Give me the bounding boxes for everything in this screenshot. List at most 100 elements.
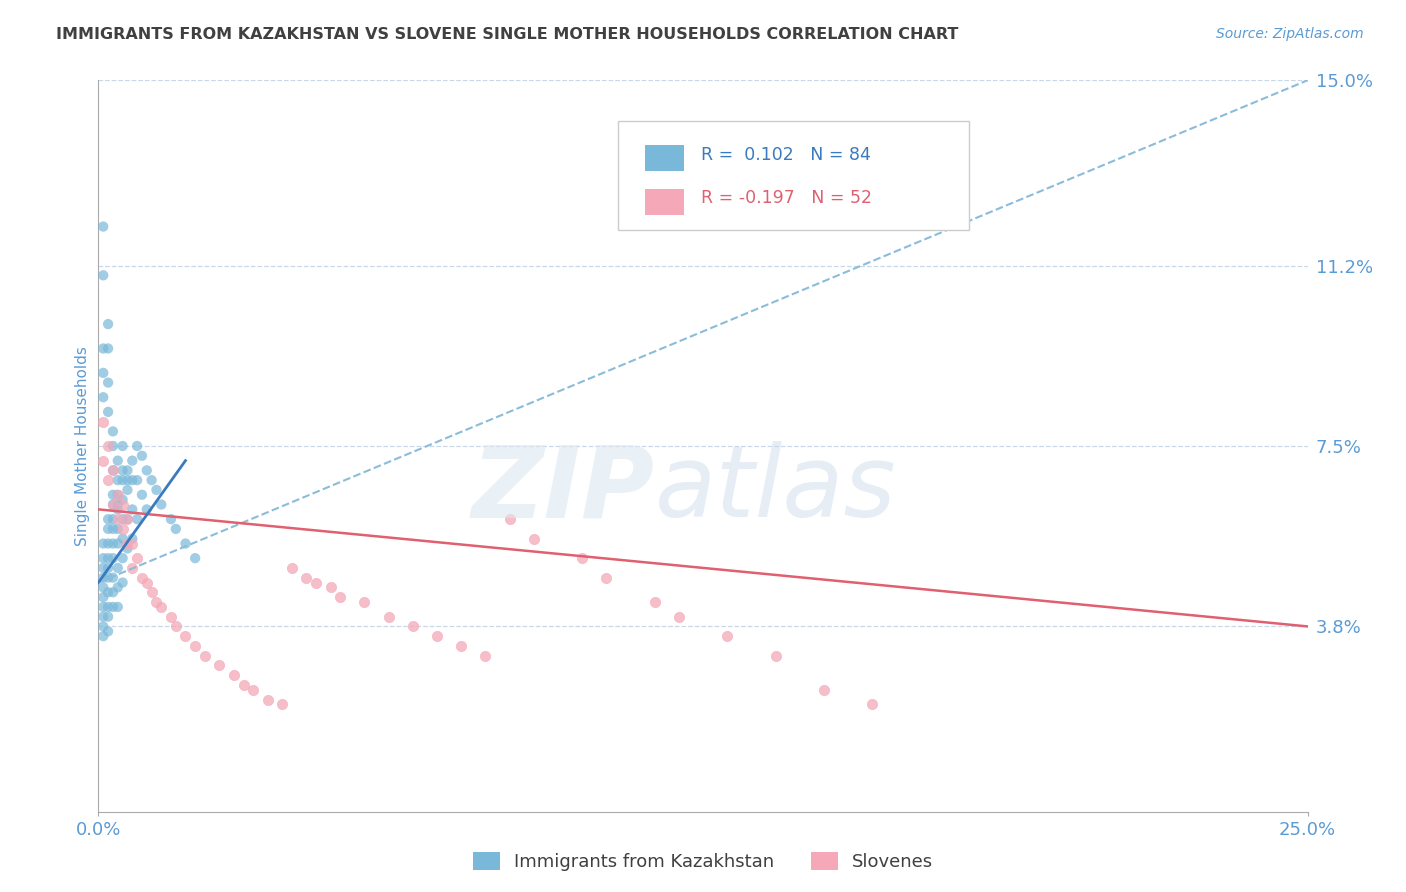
Point xyxy=(184,639,207,653)
Point xyxy=(97,551,120,566)
Point xyxy=(91,599,114,614)
Point xyxy=(91,268,114,283)
Point xyxy=(377,609,399,624)
Point xyxy=(281,561,304,575)
Text: atlas: atlas xyxy=(655,442,896,539)
Point xyxy=(165,522,187,536)
Point xyxy=(127,512,149,526)
Point xyxy=(595,571,617,585)
Point xyxy=(716,629,738,643)
Point xyxy=(91,629,114,643)
Point xyxy=(107,473,129,487)
Point xyxy=(127,439,149,453)
Point xyxy=(97,609,120,624)
Point xyxy=(91,342,114,356)
Point xyxy=(165,619,187,633)
Text: Source: ZipAtlas.com: Source: ZipAtlas.com xyxy=(1216,27,1364,41)
Point xyxy=(523,532,546,546)
Point xyxy=(117,541,139,556)
Point xyxy=(295,571,318,585)
Point xyxy=(97,405,120,419)
Point xyxy=(121,561,143,575)
Point xyxy=(107,581,129,595)
Point xyxy=(91,390,114,404)
Point xyxy=(160,512,183,526)
Point xyxy=(111,532,134,546)
Point xyxy=(107,488,129,502)
Point xyxy=(111,575,134,590)
Point xyxy=(150,599,173,614)
Point xyxy=(107,512,129,526)
Point xyxy=(91,561,114,575)
Point xyxy=(644,595,666,609)
Point xyxy=(111,473,134,487)
Point xyxy=(101,425,124,439)
Point xyxy=(141,473,163,487)
Point xyxy=(101,522,124,536)
Point xyxy=(111,439,134,453)
Point xyxy=(765,648,787,663)
Point xyxy=(127,473,149,487)
FancyBboxPatch shape xyxy=(619,120,969,230)
Point xyxy=(91,415,114,429)
Point xyxy=(97,536,120,550)
Point xyxy=(91,619,114,633)
Point xyxy=(97,585,120,599)
Point xyxy=(91,453,114,467)
Point xyxy=(91,551,114,566)
Point xyxy=(97,317,120,331)
Point xyxy=(145,595,167,609)
Point xyxy=(135,502,157,516)
Point xyxy=(353,595,375,609)
Point xyxy=(127,551,149,566)
Point xyxy=(107,599,129,614)
Point xyxy=(121,532,143,546)
Point xyxy=(97,512,120,526)
Point xyxy=(141,585,163,599)
FancyBboxPatch shape xyxy=(645,189,683,215)
Point xyxy=(160,609,183,624)
Point xyxy=(131,488,153,502)
Point xyxy=(107,522,129,536)
Point xyxy=(107,488,129,502)
Point xyxy=(91,219,114,234)
Point xyxy=(121,502,143,516)
Point xyxy=(474,648,496,663)
Point xyxy=(242,682,264,697)
Y-axis label: Single Mother Households: Single Mother Households xyxy=(75,346,90,546)
Point xyxy=(101,512,124,526)
Point xyxy=(97,342,120,356)
Point xyxy=(402,619,425,633)
Point xyxy=(813,682,835,697)
Point xyxy=(150,498,173,512)
Point xyxy=(571,551,593,566)
Point xyxy=(111,512,134,526)
Point xyxy=(319,581,342,595)
Point xyxy=(184,551,207,566)
Point xyxy=(91,581,114,595)
Point xyxy=(121,473,143,487)
Point xyxy=(117,512,139,526)
Point xyxy=(145,483,167,497)
Point xyxy=(194,648,217,663)
Point xyxy=(107,502,129,516)
Point xyxy=(111,551,134,566)
Point xyxy=(117,536,139,550)
Point xyxy=(91,366,114,380)
Point xyxy=(305,575,328,590)
Point xyxy=(97,599,120,614)
Text: IMMIGRANTS FROM KAZAKHSTAN VS SLOVENE SINGLE MOTHER HOUSEHOLDS CORRELATION CHART: IMMIGRANTS FROM KAZAKHSTAN VS SLOVENE SI… xyxy=(56,27,959,42)
Point xyxy=(222,668,245,682)
Point xyxy=(117,473,139,487)
Point xyxy=(135,463,157,477)
Point xyxy=(117,512,139,526)
Point xyxy=(121,536,143,550)
Point xyxy=(91,571,114,585)
Point xyxy=(101,585,124,599)
Point xyxy=(121,453,143,467)
Point xyxy=(271,698,294,712)
Point xyxy=(101,439,124,453)
Point xyxy=(131,571,153,585)
Point xyxy=(131,449,153,463)
Point xyxy=(91,609,114,624)
